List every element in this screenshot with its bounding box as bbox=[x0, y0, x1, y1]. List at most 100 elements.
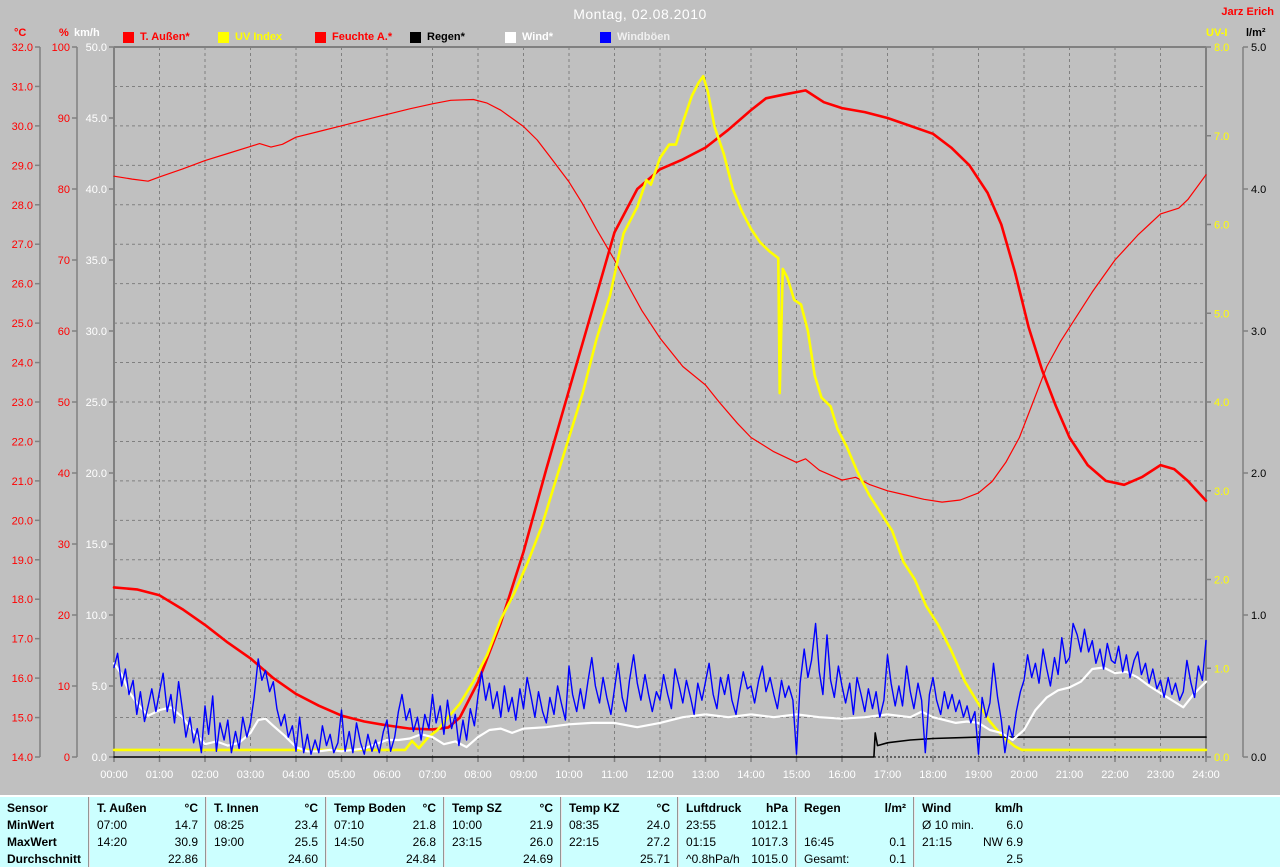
table-cell: 01:15 bbox=[686, 835, 717, 849]
table-column-header: Temp KZ °C bbox=[562, 797, 677, 817]
table-cell: 24.84 bbox=[405, 852, 436, 866]
x-axis-label: 03:00 bbox=[237, 769, 265, 781]
axis-tick-label-temp: 21.0 bbox=[12, 476, 33, 488]
table-data-row: 07:00 14.7 bbox=[90, 817, 205, 834]
table-cell: °C bbox=[539, 801, 553, 815]
axis-tick-label-kmh: 5.0 bbox=[92, 681, 107, 693]
table-row-label: Durchschnitt bbox=[0, 851, 88, 867]
table-cell: 24.0 bbox=[646, 818, 670, 832]
x-axis-label: 00:00 bbox=[100, 769, 128, 781]
axis-tick-label-lm2: 5.0 bbox=[1251, 42, 1266, 54]
table-cell: MinWert bbox=[7, 818, 55, 832]
table-cell: Luftdruck bbox=[686, 801, 742, 815]
axis-tick-label-temp: 30.0 bbox=[12, 121, 33, 133]
axis-tick-label-kmh: 15.0 bbox=[86, 539, 107, 551]
axis-tick-label-lm2: 2.0 bbox=[1251, 468, 1266, 480]
axis-tick-label-temp: 19.0 bbox=[12, 555, 33, 567]
x-axis-label: 13:00 bbox=[692, 769, 720, 781]
table-column-temp-kz: Temp KZ °C 08:35 24.0 22:15 27.2 25.71 bbox=[560, 797, 677, 867]
table-data-row: Ø 10 min. 6.0 bbox=[915, 817, 1030, 834]
series-line-t-au-en bbox=[112, 89, 1208, 731]
t-aussen-swatch-icon bbox=[123, 31, 134, 43]
table-cell: Ø 10 min. bbox=[922, 818, 975, 832]
table-cell: 07:00 bbox=[97, 818, 128, 832]
legend-label: UV Index bbox=[235, 31, 283, 43]
axis-tick-label-uv: 6.0 bbox=[1214, 220, 1229, 232]
table-data-row: 21:15 NW 6.9 bbox=[915, 834, 1030, 851]
feuchte-swatch-icon bbox=[315, 31, 326, 43]
x-axis-label: 07:00 bbox=[419, 769, 447, 781]
regen-swatch-icon bbox=[410, 31, 421, 43]
windboeen-swatch-icon bbox=[600, 31, 611, 43]
table-cell: 26.0 bbox=[529, 835, 553, 849]
table-cell: °C bbox=[304, 801, 318, 815]
table-data-row: 23:55 1012.1 bbox=[679, 817, 795, 834]
table-data-row: 01:15 1017.3 bbox=[679, 834, 795, 851]
axis-tick-label-kmh: 40.0 bbox=[86, 184, 107, 196]
table-cell: 14:20 bbox=[97, 835, 128, 849]
x-axis-label: 01:00 bbox=[146, 769, 174, 781]
x-axis-label: 15:00 bbox=[783, 769, 811, 781]
table-cell: ^0.8hPa/h bbox=[686, 852, 740, 866]
series-line-regen bbox=[113, 732, 1207, 758]
x-axis-label: 24:00 bbox=[1192, 769, 1220, 781]
axis-tick-label-temp: 22.0 bbox=[12, 436, 33, 448]
axis-tick-label-lm2: 1.0 bbox=[1251, 610, 1266, 622]
axis-tick-label-kmh: 50.0 bbox=[86, 42, 107, 54]
table-column-temp-boden: Temp Boden °C 07:10 21.8 14:50 26.8 24.84 bbox=[325, 797, 443, 867]
axis-tick-label-uv: 4.0 bbox=[1214, 397, 1229, 409]
table-cell: 14:50 bbox=[334, 835, 365, 849]
table-cell: 1015.0 bbox=[751, 852, 788, 866]
axis-tick-label-temp: 14.0 bbox=[12, 752, 33, 764]
table-cell: NW 6.9 bbox=[982, 835, 1023, 849]
table-cell: 08:35 bbox=[569, 818, 600, 832]
table-cell: 30.9 bbox=[174, 835, 198, 849]
axis-tick-label-uv: 7.0 bbox=[1214, 131, 1229, 143]
table-cell: 22:15 bbox=[569, 835, 600, 849]
x-axis-label: 12:00 bbox=[646, 769, 674, 781]
axis-tick-label-kmh: 10.0 bbox=[86, 610, 107, 622]
table-column-header: T. Außen °C bbox=[90, 797, 205, 817]
axis-tick-label-temp: 18.0 bbox=[12, 594, 33, 606]
table-column-regen: Regen l/m² 16:45 0.1 Gesamt: 0.1 bbox=[795, 797, 913, 867]
table-cell: 25.5 bbox=[294, 835, 318, 849]
axis-tick-label-temp: 29.0 bbox=[12, 160, 33, 172]
table-data-row: 16:45 0.1 bbox=[797, 834, 913, 851]
axis-tick-label-temp: 26.0 bbox=[12, 279, 33, 291]
axis-tick-label-uv: 1.0 bbox=[1214, 663, 1229, 675]
axis-tick-label-kmh: 20.0 bbox=[86, 468, 107, 480]
axis-tick-label-percent: 100 bbox=[52, 42, 70, 54]
table-data-row: 14:20 30.9 bbox=[90, 834, 205, 851]
legend-label: Wind* bbox=[522, 31, 554, 43]
axis-header-percent: % bbox=[59, 27, 69, 39]
table-cell: 24.60 bbox=[287, 852, 318, 866]
series-line-windb-en bbox=[113, 622, 1207, 755]
table-column-header: Temp Boden °C bbox=[327, 797, 443, 817]
table-cell: T. Innen bbox=[214, 801, 259, 815]
page-title: Montag, 02.08.2010 bbox=[573, 6, 707, 22]
table-cell: 24.69 bbox=[522, 852, 553, 866]
axis-tick-label-temp: 24.0 bbox=[12, 358, 33, 370]
axis-header-temp: °C bbox=[14, 27, 27, 39]
table-data-row: 10:00 21.9 bbox=[445, 817, 560, 834]
sensor-stats-table: Sensor MinWert MaxWert Durchschnitt T. Außen… bbox=[0, 795, 1280, 867]
x-axis-label: 22:00 bbox=[1101, 769, 1129, 781]
series-line-feuchte-a- bbox=[113, 98, 1207, 503]
legend-item-feuchte: Feuchte A.* bbox=[315, 31, 392, 43]
table-row-label: Sensor bbox=[0, 797, 88, 817]
table-row-label: MaxWert bbox=[0, 834, 88, 851]
table-column-t-innen: T. Innen °C 08:25 23.4 19:00 25.5 24.60 bbox=[205, 797, 325, 867]
table-cell: 23:15 bbox=[452, 835, 483, 849]
legend-item-regen: Regen* bbox=[410, 31, 465, 43]
table-column-header: Wind km/h bbox=[915, 797, 1030, 817]
x-axis-label: 08:00 bbox=[464, 769, 492, 781]
table-data-row: Gesamt: 0.1 bbox=[797, 851, 913, 867]
axis-header-uv: UV-I bbox=[1206, 27, 1228, 39]
x-axis-label: 20:00 bbox=[1010, 769, 1038, 781]
table-cell: Temp Boden bbox=[334, 801, 406, 815]
axis-tick-label-percent: 0 bbox=[64, 752, 70, 764]
table-data-row: 22:15 27.2 bbox=[562, 834, 677, 851]
axis-tick-label-percent: 20 bbox=[58, 610, 70, 622]
table-data-row: 19:00 25.5 bbox=[207, 834, 325, 851]
table-column-header: Regen l/m² bbox=[797, 797, 913, 817]
